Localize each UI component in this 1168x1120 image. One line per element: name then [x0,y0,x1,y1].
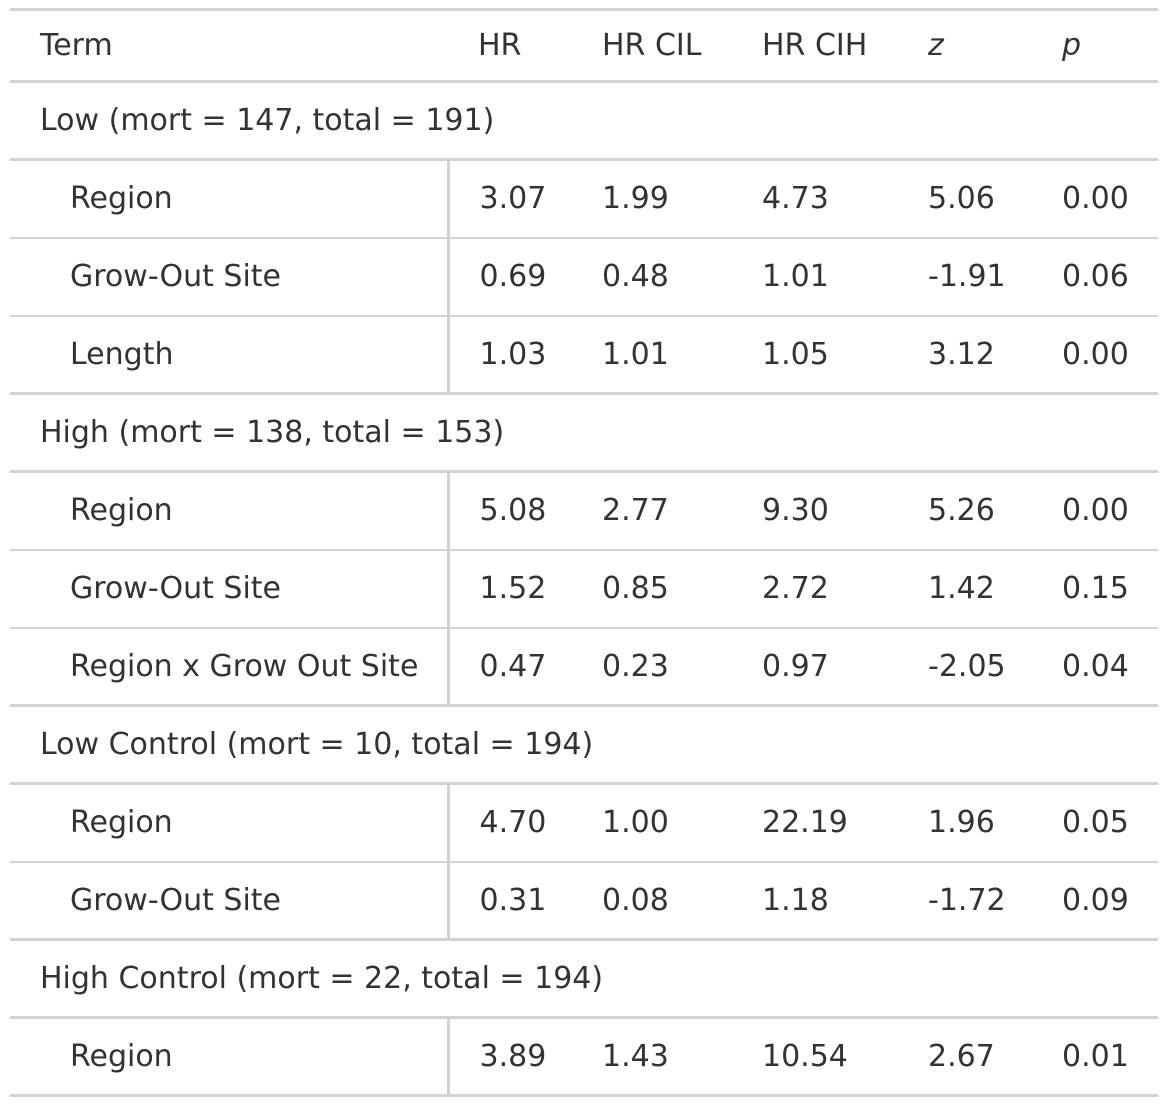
z-cell: 3.12 [928,336,995,372]
hr-cih-cell: 1.05 [762,336,829,372]
hr-cell: 3.07 [479,181,547,217]
term-cell: Grow-Out Site [10,237,450,316]
p-cell: 0.15 [1062,571,1129,606]
header-term: Term [40,28,113,63]
term-cell: Region x Grow Out Site [10,627,450,706]
group-row: High (mort = 138, total = 153) [10,394,1158,472]
header-hr: HR [478,28,522,63]
hr-cih-cell: 22.19 [762,805,848,841]
hr-cil-cell: 0.85 [602,571,669,606]
p-cell: 0.06 [1062,259,1129,294]
hr-cil-cell: 1.99 [602,181,669,217]
hr-cih-cell: 4.73 [762,181,829,217]
term-cell: Region [10,1017,450,1096]
p-cell: 0.00 [1062,493,1129,529]
hr-cell: 0.47 [479,648,547,684]
hr-cell: 5.08 [479,493,547,529]
p-cell: 0.09 [1062,882,1129,918]
z-cell: 1.42 [928,571,995,606]
group-label: High (mort = 138, total = 153) [40,415,505,450]
table-header-row: Term HR HR CIL HR CIH z p [10,9,1158,82]
hr-cih-cell: 1.01 [762,259,829,294]
table-row: Grow-Out Site 0.69 0.48 1.01 -1.91 0.06 [10,237,1158,316]
header-hr-cil: HR CIL [602,28,702,63]
table-row: Region 4.70 1.00 22.19 1.96 0.05 [10,783,1158,862]
hr-cil-cell: 1.43 [602,1039,669,1074]
hr-cil-cell: 0.48 [602,259,669,294]
term-cell: Length [10,315,450,394]
z-cell: 2.67 [928,1039,995,1074]
hr-cih-cell: 9.30 [762,493,829,529]
header-z: z [928,28,944,63]
table-row: Region x Grow Out Site 0.47 0.23 0.97 -2.05 0… [10,627,1158,706]
hr-cih-cell: 1.18 [762,882,829,918]
hazard-ratio-table: Term HR HR CIL HR CIH z p Low (mort = 14… [10,8,1158,1097]
term-cell: Grow-Out Site [10,549,450,628]
hr-cih-cell: 2.72 [762,571,829,606]
table-body: Low (mort = 147, total = 191) Region 3.07 1… [10,82,1158,1096]
hr-cih-cell: 0.97 [762,648,829,684]
z-cell: -1.91 [928,259,1006,294]
z-cell: 5.26 [928,493,995,529]
hr-cil-cell: 0.23 [602,648,669,684]
z-cell: 1.96 [928,805,995,841]
hr-cell: 3.89 [479,1039,547,1074]
group-label: High Control (mort = 22, total = 194) [40,961,604,996]
table-row: Grow-Out Site 0.31 0.08 1.18 -1.72 0.09 [10,861,1158,940]
group-label: Low (mort = 147, total = 191) [40,103,495,138]
hr-cil-cell: 1.01 [602,336,669,372]
group-row: High Control (mort = 22, total = 194) [10,940,1158,1018]
header-hr-cih: HR CIH [762,28,868,63]
term-cell: Region [10,783,450,862]
group-row: Low (mort = 147, total = 191) [10,82,1158,160]
hr-cih-cell: 10.54 [762,1039,848,1074]
table-row: Region 3.07 1.99 4.73 5.06 0.00 [10,159,1158,238]
group-label: Low Control (mort = 10, total = 194) [40,727,594,762]
hr-cell: 1.52 [479,571,547,606]
p-cell: 0.04 [1062,648,1129,684]
header-p: p [1062,28,1082,63]
table-row: Length 1.03 1.01 1.05 3.12 0.00 [10,315,1158,394]
hr-cil-cell: 2.77 [602,493,669,529]
hr-cil-cell: 1.00 [602,805,669,841]
p-cell: 0.00 [1062,181,1129,217]
z-cell: -1.72 [928,882,1006,918]
hr-cil-cell: 0.08 [602,882,669,918]
table-row: Region 3.89 1.43 10.54 2.67 0.01 [10,1017,1158,1096]
table-row: Region 5.08 2.77 9.30 5.26 0.00 [10,471,1158,550]
hr-cell: 0.69 [479,259,547,294]
p-cell: 0.05 [1062,805,1129,841]
z-cell: -2.05 [928,648,1006,684]
hr-cell: 4.70 [479,805,547,841]
term-cell: Grow-Out Site [10,861,450,940]
p-cell: 0.00 [1062,336,1129,372]
z-cell: 5.06 [928,181,995,217]
term-cell: Region [10,471,450,550]
p-cell: 0.01 [1062,1039,1129,1074]
hr-cell: 1.03 [479,336,547,372]
hr-cell: 0.31 [479,882,547,918]
group-row: Low Control (mort = 10, total = 194) [10,706,1158,784]
term-cell: Region [10,159,450,238]
table-row: Grow-Out Site 1.52 0.85 2.72 1.42 0.15 [10,549,1158,628]
